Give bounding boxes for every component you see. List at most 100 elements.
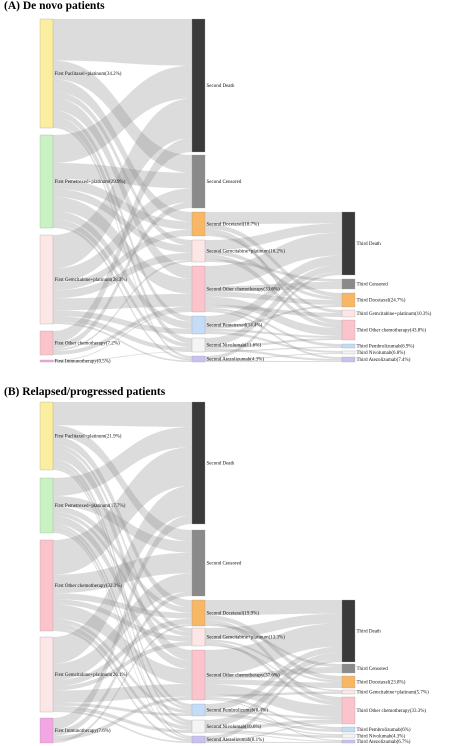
node-a3-label: First Other chemotherapy(32.3%) xyxy=(55,584,123,589)
flow-b3-c3 xyxy=(205,615,342,681)
node-a4-label: First Gemcitabine+platinum(26.1%) xyxy=(55,673,128,678)
flow-a1-b8 xyxy=(53,467,192,738)
flow-b4-c4 xyxy=(205,644,342,692)
flow-a2-b1 xyxy=(53,426,192,496)
node-b7-label: Second Nivolumab(11.6%) xyxy=(207,344,262,349)
flow-a5-b5 xyxy=(53,310,192,361)
flow-b5-c6 xyxy=(205,696,342,730)
node-c8-bar xyxy=(341,356,356,363)
node-a5-bar xyxy=(39,717,54,744)
flow-a3-b5 xyxy=(53,293,192,311)
flow-a1-b8 xyxy=(53,124,192,359)
flow-b6-c5 xyxy=(205,328,342,338)
flow-b5-c4 xyxy=(205,691,342,697)
node-c7-label: Third Nivolumab(6.8%) xyxy=(357,351,406,356)
node-b8-bar xyxy=(191,355,206,363)
flow-b5-c5 xyxy=(205,684,342,717)
panel-a-nodes: First Paclitaxel+platinum(34.2%) First Pe… xyxy=(39,18,432,365)
flow-b6-c3 xyxy=(205,305,342,329)
flow-a1-b7 xyxy=(53,116,192,344)
node-a2-label: First Pemetrexed+platinum(17.7%) xyxy=(55,504,126,509)
node-b3-label: Second Docetaxel(18.7%) xyxy=(207,223,260,228)
flow-b8-c7 xyxy=(205,353,342,361)
flow-b6-c1 xyxy=(205,646,342,711)
node-c2-label: Third Censored xyxy=(357,667,389,672)
flow-b5-c2 xyxy=(205,667,342,680)
flow-b6-c7 xyxy=(205,714,342,736)
node-b4-label: Second Gemcitabine+platinum(13.3%) xyxy=(207,636,286,641)
node-a5-label: First Immunotherapy(7.6%) xyxy=(55,729,111,734)
flow-b7-c1 xyxy=(205,264,342,346)
flow-a3-b1 xyxy=(53,447,192,575)
node-a2-bar xyxy=(39,134,54,229)
node-c8-bar xyxy=(341,739,356,744)
flow-a4-b6 xyxy=(53,702,192,716)
flow-a1-b2 xyxy=(53,60,192,173)
node-c5-bar xyxy=(341,319,356,341)
node-c3-bar xyxy=(341,292,356,308)
node-c6-bar xyxy=(341,343,356,349)
flow-b7-c8 xyxy=(205,348,342,361)
node-c2-bar xyxy=(341,663,356,674)
flow-a2-b6 xyxy=(53,211,192,329)
node-b8-label: Second Atezolizumab(4.3%) xyxy=(207,358,265,363)
flow-a4-b5 xyxy=(53,306,192,355)
node-b6-label: Second Pembrolizumab(8.4%) xyxy=(207,709,269,714)
node-b2-label: Second Censored xyxy=(207,180,242,185)
node-c7-bar xyxy=(341,350,356,355)
flow-b5-c2 xyxy=(205,281,342,292)
flow-a4-b7 xyxy=(53,705,192,733)
node-a4-label: First Other chemotherapy(7.2%) xyxy=(55,342,120,347)
node-b1-label: Second Death xyxy=(207,84,235,89)
flow-b7-c8 xyxy=(205,732,342,742)
node-a1-bar xyxy=(39,401,54,471)
node-b4-bar xyxy=(191,239,206,263)
panel-b-nodes: First Paclitaxel+platinum(21.9%) First Pe… xyxy=(39,401,430,745)
flow-a2-b7 xyxy=(53,219,192,348)
flow-a4-b1 xyxy=(53,485,192,664)
node-c1-label: Third Death xyxy=(357,630,382,635)
node-c5-bar xyxy=(341,696,356,725)
flow-a2-b6 xyxy=(53,524,192,710)
node-b3-label: Second Docetaxel(19.9%) xyxy=(207,612,260,617)
flow-a2-b4 xyxy=(53,189,192,253)
node-b4-label: Second Gemcitabine+platinum(16.2%) xyxy=(207,250,286,255)
flow-b4-c1 xyxy=(205,613,342,640)
node-b7-bar xyxy=(191,719,206,734)
flow-a3-b8 xyxy=(53,322,192,362)
node-b2-bar xyxy=(191,154,206,209)
node-a2-bar xyxy=(39,477,54,534)
flow-b5-c1 xyxy=(205,232,342,287)
node-b6-bar xyxy=(191,315,206,335)
node-c7-label: Third Nivolumab(4.3%) xyxy=(357,735,406,740)
flow-b8-c8 xyxy=(205,360,342,362)
node-b1-bar xyxy=(191,401,206,525)
node-c4-bar xyxy=(341,689,356,695)
flow-b3-c1 xyxy=(205,212,342,224)
node-c4-label: Third Gemcitabine+platinum(5.7%) xyxy=(357,691,430,696)
node-b6-bar xyxy=(191,703,206,717)
node-b7-bar xyxy=(191,337,206,353)
flow-b4-c3 xyxy=(205,639,342,683)
flow-a3-b1 xyxy=(53,98,192,269)
flow-a4-b4 xyxy=(53,641,192,691)
node-c6-bar xyxy=(341,726,356,733)
node-c5-label: Third Other chemotherapy(33.3%) xyxy=(357,709,427,714)
node-a1-bar xyxy=(39,18,54,129)
flow-b4-c3 xyxy=(205,250,342,300)
flow-a1-b4 xyxy=(53,91,192,246)
node-c2-label: Third Censored xyxy=(357,283,389,288)
node-a1-label: First Paclitaxel+platinum(21.9%) xyxy=(55,435,122,440)
flow-b8-c1 xyxy=(205,271,342,360)
node-c6-label: Third Pembrolizumab(6%) xyxy=(357,728,411,733)
flow-a2-b2 xyxy=(53,496,192,553)
flow-b5-c6 xyxy=(205,307,342,347)
node-c4-label: Third Gemcitabine+platinum(10.3%) xyxy=(357,312,432,317)
flow-b6-c1 xyxy=(205,255,342,327)
flow-a3-b6 xyxy=(53,618,192,714)
flow-b3-c1 xyxy=(205,600,342,616)
flow-b3-c4 xyxy=(205,233,342,313)
node-c1-label: Third Death xyxy=(357,242,382,247)
node-b4-bar xyxy=(191,627,206,647)
flow-a3-b3 xyxy=(53,229,192,291)
